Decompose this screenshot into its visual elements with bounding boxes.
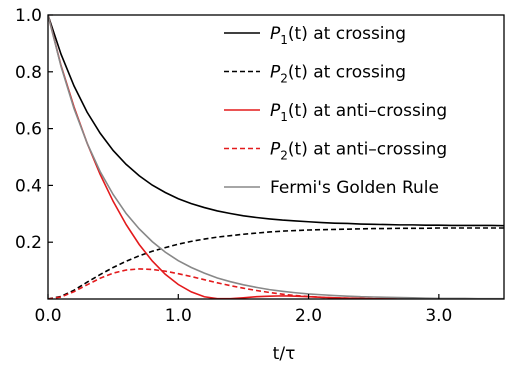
series-line-5 [48, 15, 504, 299]
legend-label: Fermi's Golden Rule [270, 178, 439, 198]
series-line-4 [48, 268, 504, 299]
x-tick-label: 1.0 [165, 306, 192, 326]
legend-label: P2(t) at crossing [270, 63, 406, 86]
x-tick-label: 2.0 [295, 306, 322, 326]
x-axis: 0.0 1.0 2.0 3.0 [34, 294, 452, 326]
x-tick-label: 0.0 [34, 306, 61, 326]
y-axis: 0.2 0.4 0.6 0.8 1.0 [15, 6, 53, 253]
y-tick-label: 0.2 [15, 233, 42, 253]
series-line-1 [48, 15, 504, 227]
y-tick-label: 0.4 [15, 176, 42, 196]
legend: P1(t) at crossing P2(t) at crossing P1(t) … [224, 24, 447, 198]
series-line-3 [48, 15, 504, 299]
legend-label: P1(t) at crossing [270, 24, 406, 47]
y-tick-label: 0.8 [15, 63, 42, 83]
y-tick-label: 0.6 [15, 120, 42, 140]
plot-lines [48, 15, 504, 299]
series-line-2 [48, 227, 504, 299]
plot-frame [47, 14, 505, 300]
legend-label: P1(t) at anti–crossing [270, 101, 447, 124]
x-tick-label: 3.0 [425, 306, 452, 326]
y-tick-label: 1.0 [15, 6, 42, 26]
x-axis-title: t/τ [273, 344, 296, 364]
legend-label: P2(t) at anti–crossing [270, 140, 447, 163]
